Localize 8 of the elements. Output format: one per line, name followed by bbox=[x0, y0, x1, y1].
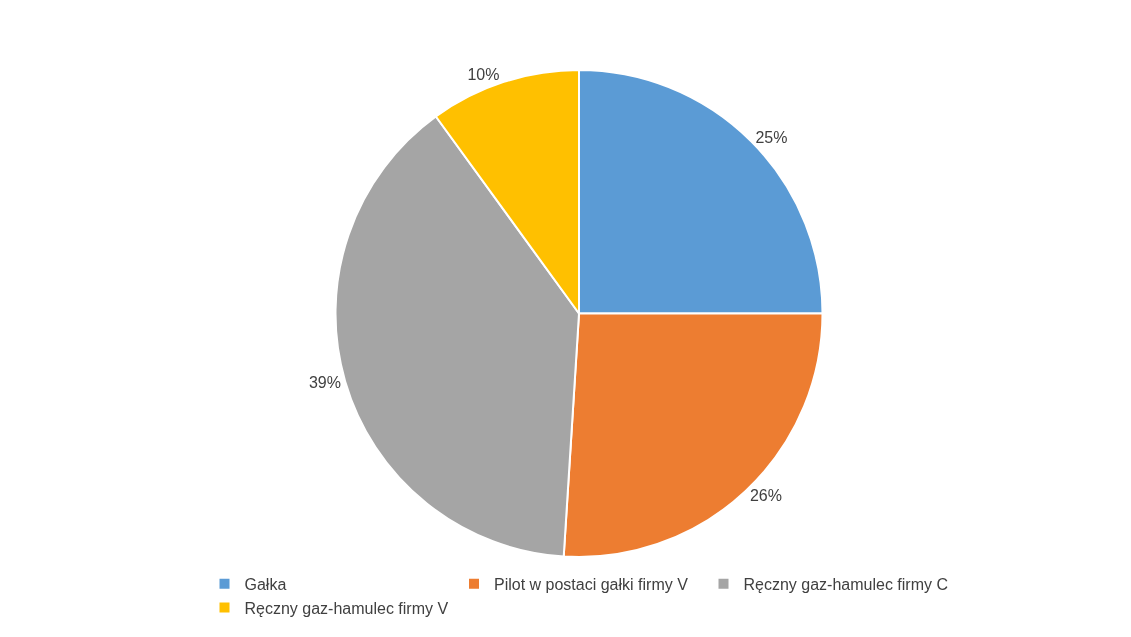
data-label: 25% bbox=[755, 128, 788, 146]
data-label: 39% bbox=[308, 373, 341, 391]
legend-label: Ręczny gaz-hamulec firmy V bbox=[244, 599, 449, 617]
data-label: 10% bbox=[467, 65, 500, 83]
legend-label: Pilot w postaci gałki firmy V bbox=[494, 575, 689, 593]
legend-label: Ręczny gaz-hamulec firmy C bbox=[743, 575, 948, 593]
legend-label: Gałka bbox=[244, 575, 287, 593]
data-label: 26% bbox=[749, 487, 782, 505]
